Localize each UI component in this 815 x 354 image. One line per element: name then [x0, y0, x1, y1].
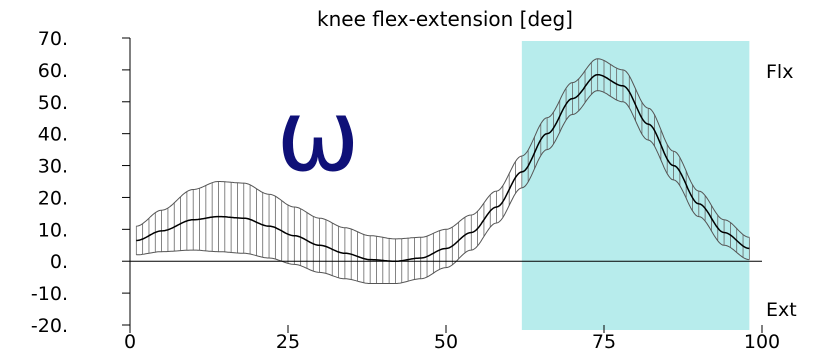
y-tick-label: -20. [31, 315, 68, 337]
y-tick-label: 70. [38, 28, 68, 50]
mean-line [136, 73, 750, 262]
y-tick-label: -10. [31, 283, 68, 305]
omega-annotation: ω [276, 77, 360, 194]
y-tick-label: 50. [38, 92, 68, 114]
y-tick-label: 0. [50, 251, 68, 273]
x-tick-label: 25 [276, 331, 300, 353]
y-ticks: 70. 60. 50. 40. 30. 20. 10. 0. -10. -20. [31, 28, 130, 337]
x-tick-label: 75 [592, 331, 616, 353]
x-tick-label: 100 [744, 331, 780, 353]
ext-label: Ext [766, 299, 797, 321]
y-tick-label: 10. [38, 219, 68, 241]
x-tick-label: 50 [434, 331, 458, 353]
y-tick-label: 30. [38, 156, 68, 178]
sd-lower-line [136, 90, 750, 284]
y-tick-label: 40. [38, 124, 68, 146]
sd-upper-line [136, 58, 750, 240]
y-tick-label: 60. [38, 60, 68, 82]
x-tick-label: 0 [124, 331, 136, 353]
y-tick-label: 20. [38, 187, 68, 209]
highlight-region [521, 41, 750, 330]
flx-label: Flx [766, 61, 793, 83]
x-ticks: 0 25 50 75 100 [124, 325, 780, 353]
chart-title: knee flex-extension [deg] [317, 7, 573, 31]
